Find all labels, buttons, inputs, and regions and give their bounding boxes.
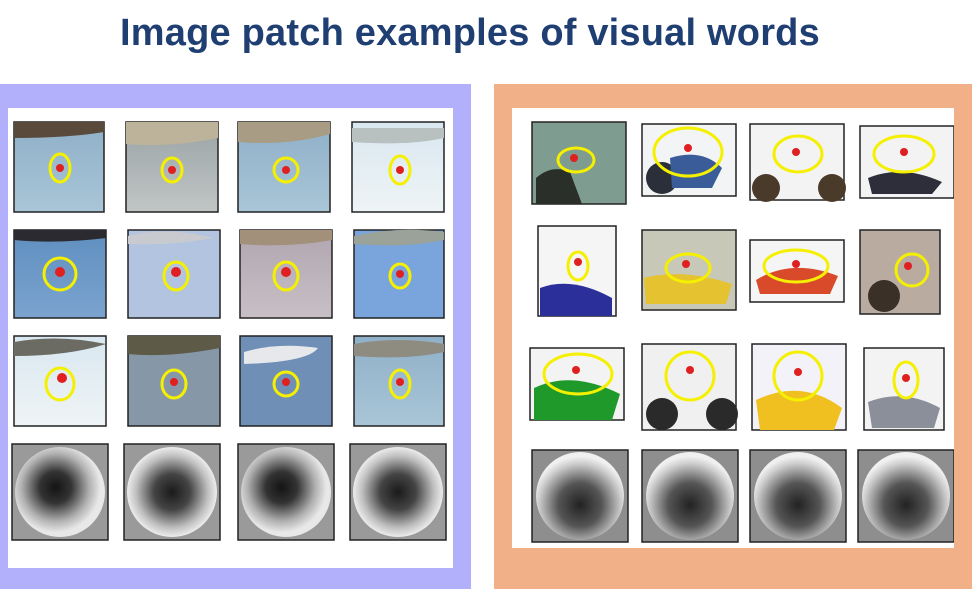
motorbike-avg-patch-3 xyxy=(749,449,847,543)
airplane-patch-canvas xyxy=(11,121,447,541)
motorbike-patch-5 xyxy=(537,225,617,317)
airplane-avg-patch-3 xyxy=(237,443,335,541)
motorbike-patches-panel xyxy=(494,84,972,589)
motorbike-patch-12 xyxy=(863,347,945,431)
page-title: Image patch examples of visual words xyxy=(120,12,820,54)
airplane-patch-8 xyxy=(353,229,445,319)
motorbike-patch-7 xyxy=(749,239,845,303)
airplane-avg-patch-1 xyxy=(11,443,109,541)
motorbike-avg-patch-1 xyxy=(531,449,629,543)
motorbike-patch-10 xyxy=(641,343,738,431)
airplane-avg-patch-4 xyxy=(349,443,447,541)
airplane-patch-4 xyxy=(351,121,445,213)
motorbike-patches-grid xyxy=(512,108,954,548)
motorbike-patch-3 xyxy=(749,123,846,202)
motorbike-patch-6 xyxy=(641,229,737,311)
motorbike-patch-8 xyxy=(859,229,941,315)
motorbike-patch-9 xyxy=(529,347,625,421)
motorbike-patch-4 xyxy=(859,125,954,199)
airplane-patch-9 xyxy=(13,335,107,427)
airplane-patch-11 xyxy=(239,335,333,427)
airplane-patches-grid xyxy=(8,108,453,568)
motorbike-avg-patch-4 xyxy=(857,449,954,543)
motorbike-patch-11 xyxy=(751,343,847,431)
airplane-patches-panel xyxy=(0,84,471,589)
motorbike-avg-patch-2 xyxy=(641,449,739,543)
airplane-patch-2 xyxy=(125,121,219,213)
motorbike-patch-1 xyxy=(531,121,627,205)
motorbike-patch-canvas xyxy=(529,121,954,543)
airplane-patch-6 xyxy=(127,229,221,319)
airplane-patch-5 xyxy=(13,229,107,319)
airplane-patch-3 xyxy=(237,121,331,213)
airplane-patch-12 xyxy=(353,335,445,427)
airplane-patch-7 xyxy=(239,229,333,319)
airplane-patch-1 xyxy=(13,121,105,213)
airplane-patch-10 xyxy=(127,335,221,427)
airplane-avg-patch-2 xyxy=(123,443,221,541)
motorbike-patch-2 xyxy=(641,123,737,197)
